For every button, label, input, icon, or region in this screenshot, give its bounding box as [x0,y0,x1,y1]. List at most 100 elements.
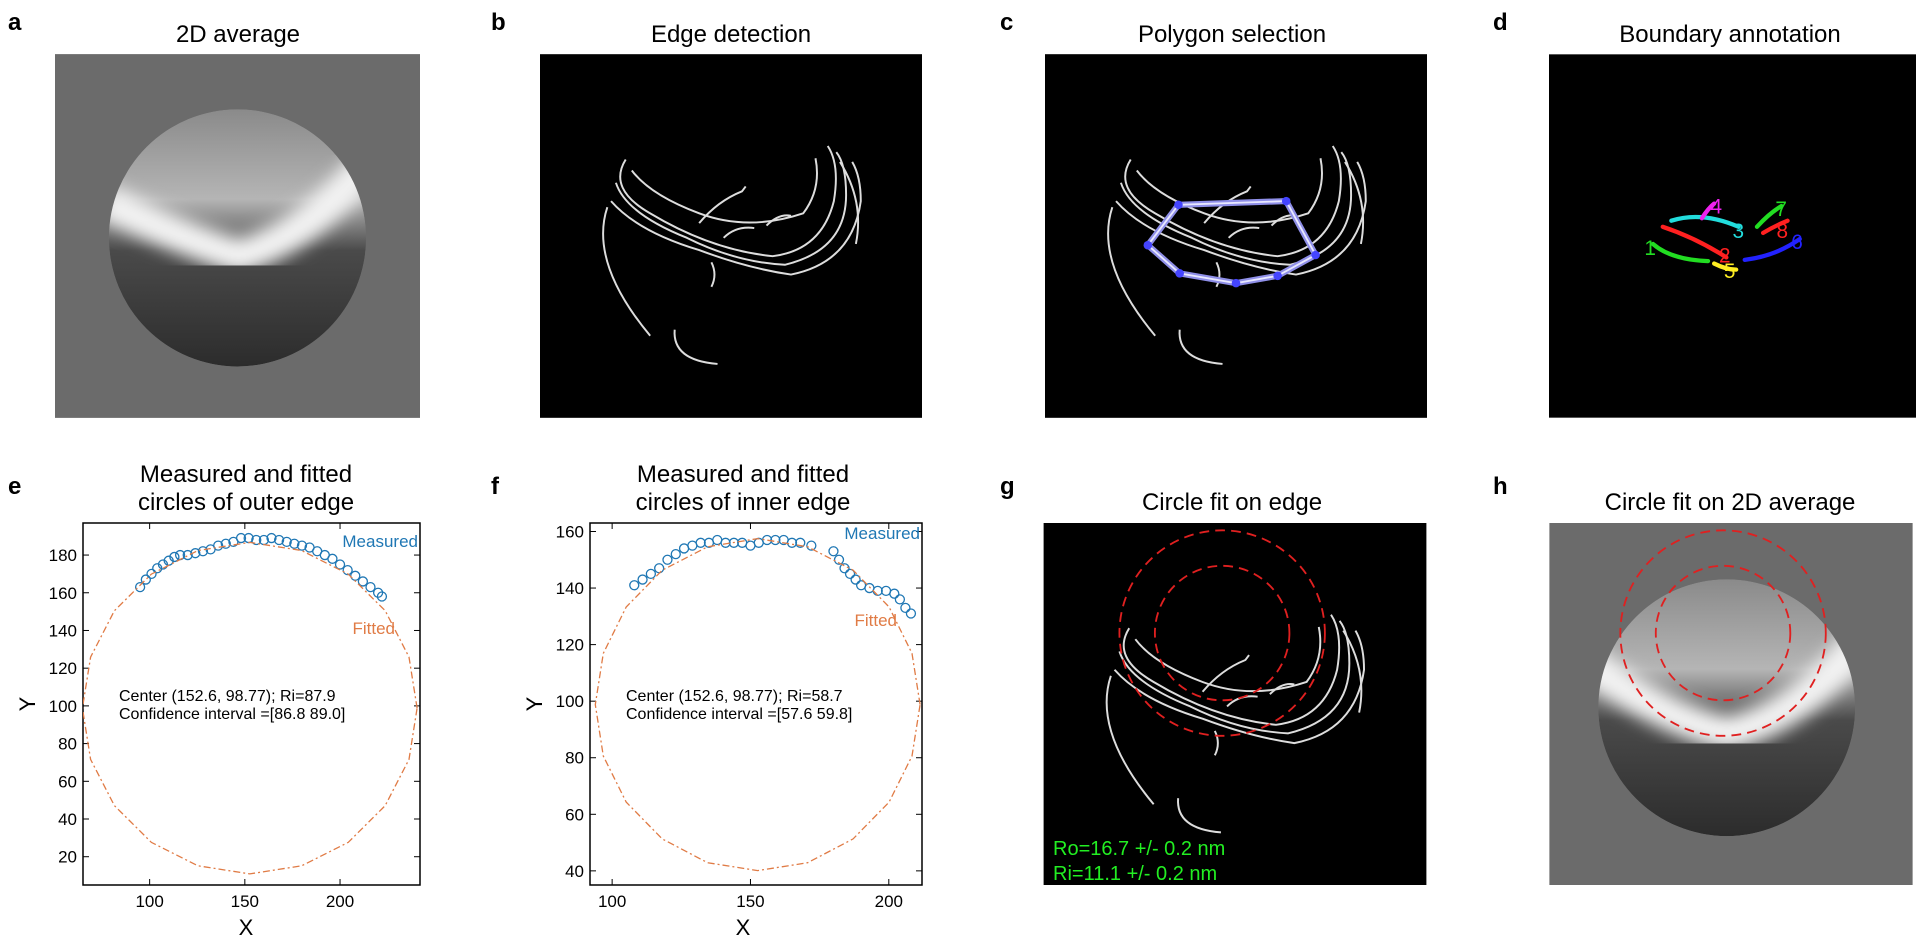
particle [1598,579,1856,837]
boundary-label: 4 [1710,195,1722,218]
boundary-label: 5 [1724,260,1736,283]
measured-point [372,587,384,598]
y-tick-label: 40 [58,810,77,829]
fit-annotation: Confidence interval =[57.6 59.8] [626,706,852,723]
plot-area [83,532,418,875]
measured-point [786,537,798,548]
series-label: Measured [844,524,920,543]
image-polygon [1045,54,1427,418]
particle [108,109,367,367]
fit-annotation: Center (152.6, 98.77); Ri=58.7 [626,688,843,705]
measured-point [213,540,224,551]
y-tick-label: 80 [58,735,77,754]
y-tick-label: 180 [49,546,77,565]
measured-point [753,537,764,548]
measured-point [140,574,151,585]
measured-point [251,534,262,546]
polygon-vertices [1143,196,1320,288]
y-tick-label: 80 [565,749,584,768]
measured-point [197,546,209,557]
fit-annotation: Confidence interval =[86.8 89.0] [119,706,345,723]
particle-body [1598,579,1856,837]
measured-point [720,537,731,548]
measured-point [687,540,698,551]
measured-point [839,563,850,574]
measured-point [670,548,681,560]
boundary-label: 1 [1644,237,1656,260]
panel-title: 2D average [176,21,300,48]
measured-point [342,564,353,576]
boundary-labels: 1 2 3 4 5 6 7 8 [1644,195,1802,283]
measured-point [334,559,346,570]
fit-result: Ri=11.1 +/- 0.2 nm [1053,863,1217,885]
measured-point [273,534,285,546]
y-axis-label: Y [15,696,40,711]
measured-point [828,546,839,557]
polygon-inner [1146,200,1317,285]
panel-letter: a [8,9,22,36]
panel-letter: b [491,9,506,36]
y-tick-label: 120 [49,659,77,678]
fit-circle-outer [1619,529,1827,737]
image-background [1045,54,1427,418]
panel-title: Circle fit on edge [1142,489,1322,516]
measured-point [629,580,640,591]
boundary-label: 6 [1791,231,1803,254]
fit-result: Ro=16.7 +/- 0.2 nm [1053,838,1225,860]
boundary-label: 2 [1719,244,1731,267]
plot-frame [589,522,923,886]
x-axis-label: X [239,915,254,940]
panel-title: Polygon selection [1138,21,1326,48]
y-tick-label: 100 [556,692,584,711]
fit-circle-outer [1118,529,1326,737]
y-tick-label: 140 [49,621,77,640]
fit-annotation: Center (152.6, 98.77); Ri=87.9 [119,688,336,705]
measured-point [190,548,201,559]
image-2d-average [55,54,420,418]
measured-point [745,540,756,551]
measured-point [905,608,917,619]
measured-point [289,538,300,549]
measured-point [770,534,781,546]
y-tick-label: 100 [49,697,77,716]
measured-point [266,532,277,544]
y-tick-label: 160 [556,522,584,541]
measured-point [182,549,193,561]
measured-point [695,537,706,548]
measured-point [637,574,648,585]
image-background [1549,54,1916,418]
measured-point [678,543,690,554]
chart-title: Measured and fitted [140,461,352,488]
x-tick-label: 150 [736,892,764,911]
measured-point [864,582,875,594]
y-axis-label: Y [522,696,547,711]
y-tick-label: 120 [556,636,584,655]
measured-point [235,532,247,544]
x-tick-label: 200 [326,892,354,911]
plot-area [594,534,921,872]
chart-title: circles of inner edge [636,489,851,516]
measured-point [795,537,806,548]
measured-point [169,551,180,563]
image-edges [540,54,922,418]
particle-body [108,109,367,367]
measured-point [220,538,231,549]
x-tick-label: 150 [231,892,259,911]
bright-band [108,153,367,275]
measured-point [737,537,748,548]
panel-letter: d [1493,9,1508,36]
measured-point [806,540,817,551]
panel-title: Edge detection [651,21,811,48]
measured-point [146,568,157,580]
y-tick-label: 20 [58,848,77,867]
measured-point [850,574,861,585]
boundary-label: 8 [1777,220,1789,243]
measured-point [662,554,673,565]
x-tick-label: 100 [135,892,163,911]
panel-letter: f [491,473,500,500]
chart-title: circles of outer edge [138,489,354,516]
image-annotation: 1 2 3 4 5 6 7 8 [1549,54,1916,418]
image-background [1043,523,1427,885]
